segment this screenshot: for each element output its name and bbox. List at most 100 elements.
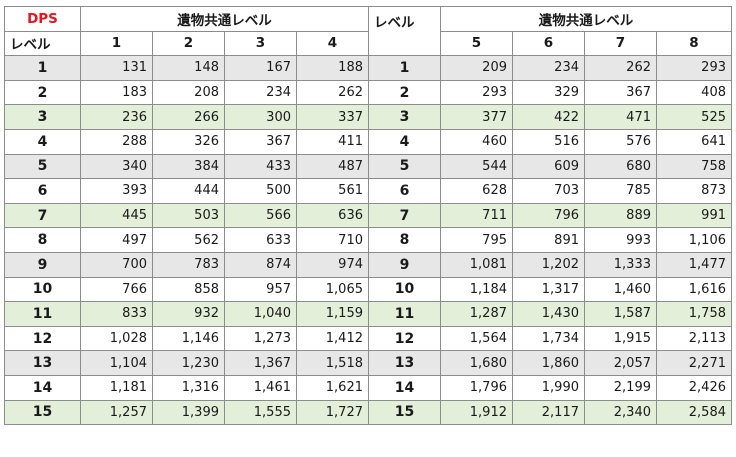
dps-value-cell: 710 [296,227,369,253]
dps-value-cell: 1,555 [224,399,297,426]
dps-value-cell: 1,273 [224,325,297,352]
dps-value-cell: 641 [656,128,732,155]
dps-value-cell: 471 [584,104,657,130]
dps-value-cell: 408 [656,79,732,106]
dps-value-cell: 525 [656,104,732,130]
dps-value-cell: 1,317 [512,276,585,303]
row-level-right: 12 [368,325,441,352]
dps-value-cell: 1,287 [440,301,513,327]
table-row: 11 833 932 1,040 1,159 11 1,287 1,430 1,587 1,758 [4,301,732,327]
dps-value-cell: 1,727 [296,399,369,426]
dps-value-cell: 236 [80,104,153,130]
dps-value-cell: 2,113 [656,325,732,352]
dps-value-cell: 891 [512,227,585,253]
dps-value-cell: 367 [224,128,297,155]
dps-value-cell: 566 [224,202,297,229]
table-row: 7 445 503 566 636 7 711 796 889 991 [4,202,732,229]
dps-value-cell: 208 [152,79,225,106]
row-level-left: 7 [4,202,81,229]
row-level-left: 9 [4,251,81,278]
row-level-right: 13 [368,350,441,376]
table-row: 2 183 208 234 262 2 293 329 367 408 [4,79,732,106]
row-level-right: 6 [368,178,441,204]
dps-value-cell: 633 [224,227,297,253]
dps-value-cell: 487 [296,153,369,180]
table-row: 10 766 858 957 1,065 10 1,184 1,317 1,460 1,616 [4,276,732,303]
dps-value-cell: 680 [584,153,657,180]
dps-value-cell: 1,564 [440,325,513,352]
dps-value-cell: 183 [80,79,153,106]
table-row: 6 393 444 500 561 6 628 703 785 873 [4,178,732,204]
dps-value-cell: 576 [584,128,657,155]
dps-value-cell: 544 [440,153,513,180]
table-row: 1 131 148 167 188 1 209 234 262 293 [4,55,732,81]
dps-value-cell: 1,159 [296,301,369,327]
row-level-left: 10 [4,276,81,303]
row-level-left: 15 [4,399,81,426]
dps-value-cell: 711 [440,202,513,229]
table-row: 5 340 384 433 487 5 544 609 680 758 [4,153,732,180]
dps-value-cell: 700 [80,251,153,278]
row-level-right: 4 [368,128,441,155]
dps-value-cell: 562 [152,227,225,253]
dps-value-cell: 1,399 [152,399,225,426]
table-row: 12 1,028 1,146 1,273 1,412 12 1,564 1,734 1,915 2… [4,325,732,352]
dps-value-cell: 1,758 [656,301,732,327]
dps-value-cell: 858 [152,276,225,303]
col-header: 6 [512,30,585,57]
dps-level-table: DPS 遺物共通レベル レベル 遺物共通レベル レベル 1 2 3 4 5 6 … [4,5,732,426]
row-level-left: 6 [4,178,81,204]
group-header-left: 遺物共通レベル [80,6,369,32]
table-row: 9 700 783 874 974 9 1,081 1,202 1,333 1,477 [4,251,732,278]
dps-value-cell: 411 [296,128,369,155]
dps-value-cell: 873 [656,178,732,204]
dps-value-cell: 1,734 [512,325,585,352]
row-level-left: 14 [4,374,81,401]
dps-value-cell: 1,990 [512,374,585,401]
row-level-right: 10 [368,276,441,303]
level-header-right: レベル [368,5,441,57]
dps-value-cell: 1,184 [440,276,513,303]
dps-value-cell: 2,271 [656,350,732,376]
row-level-left: 13 [4,350,81,376]
dps-value-cell: 1,106 [656,227,732,253]
table-row: 4 288 326 367 411 4 460 516 576 641 [4,128,732,155]
dps-value-cell: 131 [80,55,153,81]
col-header: 5 [440,30,513,57]
dps-value-cell: 326 [152,128,225,155]
dps-value-cell: 1,915 [584,325,657,352]
group-header-right: 遺物共通レベル [440,6,732,32]
row-level-left: 1 [4,55,81,81]
dps-value-cell: 377 [440,104,513,130]
dps-value-cell: 516 [512,128,585,155]
dps-value-cell: 1,181 [80,374,153,401]
dps-value-cell: 337 [296,104,369,130]
dps-value-cell: 1,621 [296,374,369,401]
dps-value-cell: 1,081 [440,251,513,278]
dps-value-cell: 503 [152,202,225,229]
row-level-left: 4 [4,128,81,155]
dps-value-cell: 1,680 [440,350,513,376]
dps-value-cell: 1,460 [584,276,657,303]
dps-value-cell: 993 [584,227,657,253]
dps-value-cell: 2,199 [584,374,657,401]
dps-value-cell: 148 [152,55,225,81]
table-row: 8 497 562 633 710 8 795 891 993 1,106 [4,227,732,253]
dps-value-cell: 262 [296,79,369,106]
dps-value-cell: 500 [224,178,297,204]
dps-value-cell: 1,412 [296,325,369,352]
dps-value-cell: 167 [224,55,297,81]
dps-value-cell: 1,146 [152,325,225,352]
dps-value-cell: 1,796 [440,374,513,401]
row-level-right: 8 [368,227,441,253]
level-header-left: レベル [4,30,81,57]
dps-value-cell: 340 [80,153,153,180]
dps-label: DPS [4,6,81,32]
dps-value-cell: 209 [440,55,513,81]
dps-value-cell: 1,257 [80,399,153,426]
row-level-right: 11 [368,301,441,327]
row-level-left: 2 [4,79,81,106]
dps-value-cell: 1,616 [656,276,732,303]
table-row: 14 1,181 1,316 1,461 1,621 14 1,796 1,990 2,199 2… [4,374,732,401]
